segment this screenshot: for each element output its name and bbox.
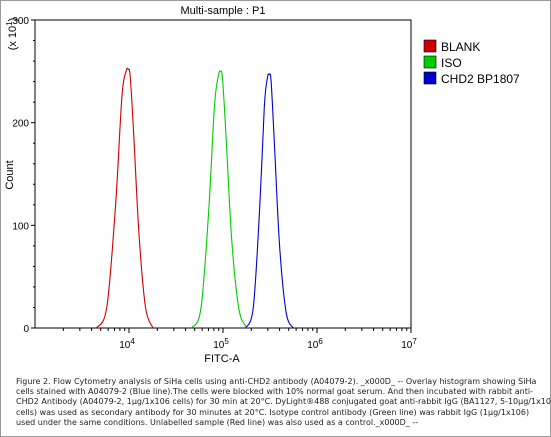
- legend-label: BLANK: [441, 40, 480, 54]
- y-tick-label: 300: [12, 16, 29, 27]
- caption-line: used under the same conditions. Unlabell…: [16, 417, 419, 427]
- flow-cytometry-histogram: Multi-sample : P1 (x 101) Count FITC-A 0…: [4, 5, 520, 365]
- legend-swatch: [423, 39, 437, 53]
- series-curve-chd2-bp1807: [245, 73, 294, 329]
- y-tick-label: 200: [12, 119, 29, 130]
- x-tick-label: 106: [307, 337, 323, 352]
- figure-caption: Figure 2. Flow Cytometry analysis of SiH…: [16, 377, 551, 428]
- x-axis-ticks: 104 105 106 107: [62, 328, 417, 352]
- x-tick-label: 105: [213, 337, 229, 352]
- caption-line: CHD2 Antibody (A04079-2, 1μg/1x106 cells…: [16, 397, 551, 407]
- legend-swatch: [423, 55, 437, 69]
- y-axis-ticks: 0 100 200 300: [12, 16, 35, 335]
- plot-area: [34, 19, 412, 329]
- legend-label: CHD2 BP1807: [441, 72, 520, 86]
- chart-title: Multi-sample : P1: [181, 5, 266, 17]
- x-tick-label: 107: [401, 337, 417, 352]
- y-tick-label: 0: [23, 324, 29, 335]
- caption-line: Figure 2. Flow Cytometry analysis of SiH…: [16, 377, 537, 386]
- legend-label: ISO: [441, 56, 462, 70]
- series-curve-iso: [190, 70, 248, 329]
- y-axis-label: Count: [4, 160, 16, 189]
- histogram-curves: [95, 67, 294, 329]
- legend: BLANK ISO CHD2 BP1807: [423, 39, 520, 86]
- y-multiplier-label: (x 101): [5, 18, 20, 51]
- x-axis-label: FITC-A: [204, 353, 240, 365]
- caption-line: cells stained with A04079-2 (Blue line).…: [16, 387, 533, 397]
- y-tick-label: 100: [12, 221, 29, 232]
- caption-line: cells) was used as secondary antibody fo…: [16, 407, 530, 417]
- x-tick-label: 104: [119, 337, 135, 352]
- series-curve-blank: [95, 67, 154, 329]
- legend-swatch: [423, 71, 437, 85]
